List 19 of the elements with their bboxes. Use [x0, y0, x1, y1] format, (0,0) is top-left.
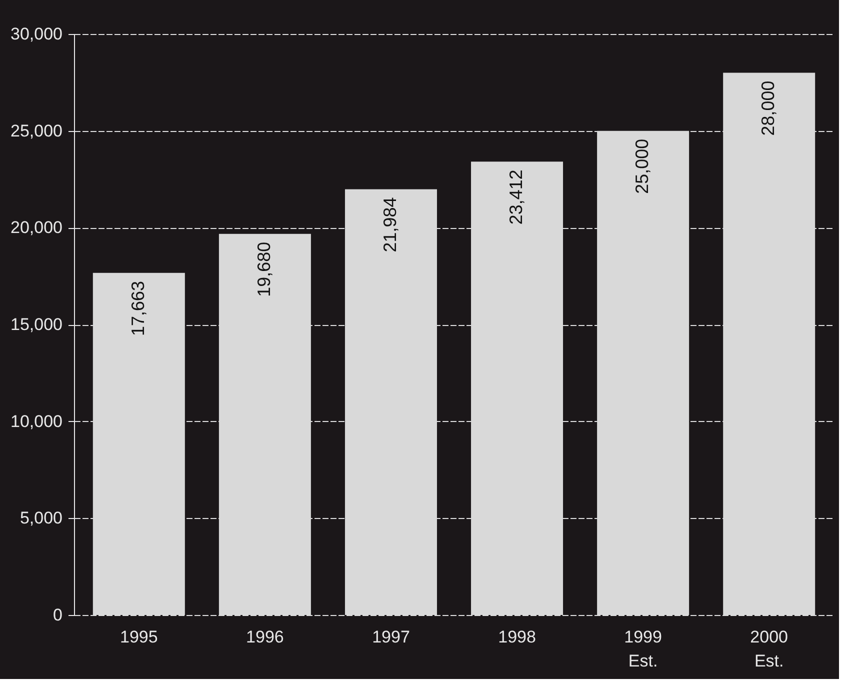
data-label: 25,000 [632, 138, 652, 194]
data-label: 28,000 [758, 80, 778, 136]
y-tick-label: 30,000 [10, 24, 62, 44]
x-tick-label: 2000 Est. [750, 628, 788, 670]
data-label: 19,680 [254, 242, 274, 297]
x-tick-label: 1995 [120, 628, 158, 646]
data-label: 21,984 [380, 197, 400, 252]
y-tick-label: 10,000 [10, 412, 62, 431]
x-tick-label: 1998 [498, 628, 536, 646]
y-tick-label: 25,000 [10, 121, 62, 140]
y-tick-label: 0 [53, 606, 62, 624]
data-label: 23,412 [506, 170, 526, 225]
y-tick-label: 15,000 [10, 315, 62, 334]
x-tick-label: 1999 Est. [624, 628, 662, 670]
data-label: 17,663 [128, 280, 148, 336]
x-tick-label: 1996 [246, 628, 284, 646]
x-tick-label: 1997 [372, 628, 410, 646]
y-tick-label: 20,000 [10, 218, 62, 238]
y-tick-label: 5,000 [20, 508, 62, 528]
